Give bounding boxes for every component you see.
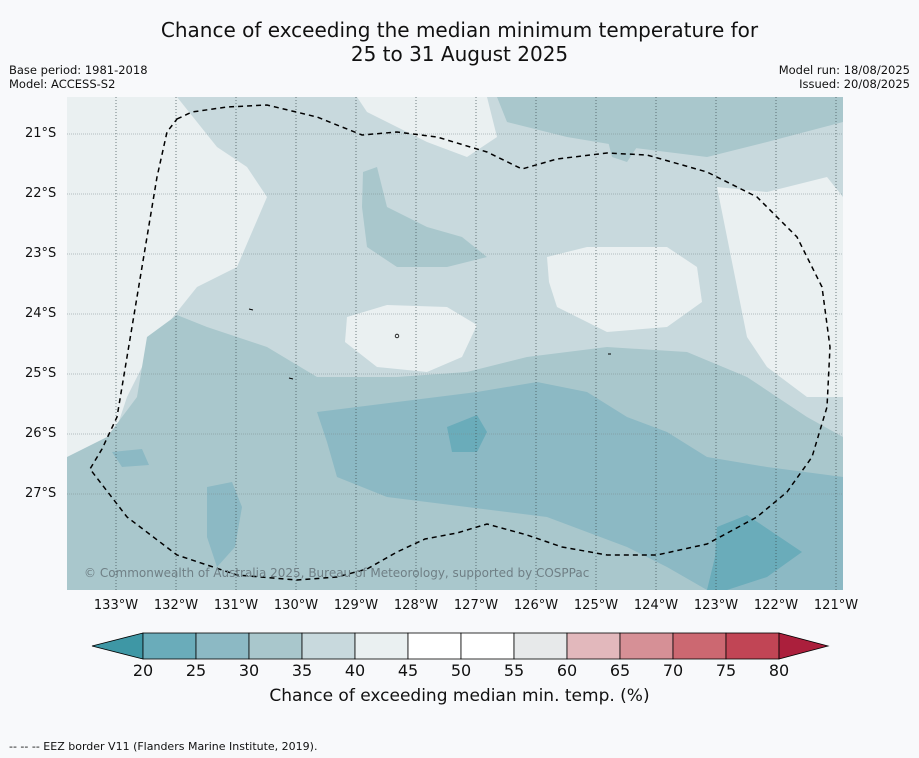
colorbar-tick-20: 20 [132,661,154,680]
lon-label-133w: 133°W [93,598,139,613]
eez-border [89,104,831,581]
lat-label-25s: 25°S [25,366,57,381]
eez-legend-footer: -- -- -- EEZ border V11 (Flanders Marine… [9,740,318,753]
colorbar-25-30 [195,632,250,660]
band-30-35-small-patch [607,132,637,162]
colorbar-tick-75: 75 [715,661,737,680]
colorbar-tick-80: 80 [768,661,790,680]
colorbar-extend-high [778,632,830,660]
lat-label-23s: 23°S [25,246,57,261]
lon-label-130w: 130°W [273,598,319,613]
colorbar-20-25 [142,632,197,660]
left-metadata: Base period: 1981-2018 Model: ACCESS-S2 [9,63,148,91]
island-mark-2 [288,377,294,380]
lat-label-24s: 24°S [25,306,57,321]
colorbar-tick-30: 30 [238,661,260,680]
band-20-25-southeast [707,515,802,590]
longitude-gridlines [115,97,837,590]
colorbar-tick-45: 45 [397,661,419,680]
colorbar-tick-40: 40 [344,661,366,680]
band-40-45-small-nw [109,145,133,163]
band-40-45-west [67,97,267,457]
base-period-text: Base period: 1981-2018 [9,63,148,77]
colorbar-tick-50: 50 [450,661,472,680]
band-40-45-east [717,177,843,397]
lon-label-124w: 124°W [633,598,679,613]
colorbar-title: Chance of exceeding median min. temp. (%… [269,686,650,706]
band-40-45-north [357,97,497,157]
colorbar-30-35 [248,632,303,660]
colorbar-tick-70: 70 [662,661,684,680]
band-40-45-centre-left [345,305,477,372]
colorbar-60-65 [566,632,621,660]
band-20-25-centre [447,415,487,452]
band-25-30-southwest [207,482,242,567]
band-30-35-north [497,97,843,157]
lon-label-129w: 129°W [333,598,379,613]
colorbar-50-55 [460,632,515,660]
lat-label-27s: 27°S [25,486,57,501]
lon-label-123w: 123°W [693,598,739,613]
colorbar-75-80 [725,632,780,660]
colorbar-tick-65: 65 [609,661,631,680]
lon-label-131w: 131°W [213,598,259,613]
issued-text: Issued: 20/08/2025 [799,77,910,91]
lon-label-122w: 122°W [753,598,799,613]
lon-label-128w: 128°W [393,598,439,613]
colorbar-55-60 [513,632,568,660]
colorbar-65-70 [619,632,674,660]
lat-label-22s: 22°S [25,186,57,201]
model-run-text: Model run: 18/08/2025 [778,63,910,77]
colorbar-tick-60: 60 [556,661,578,680]
band-25-30-west-small [112,449,149,467]
band-40-45-central [547,247,702,332]
probability-map [67,97,843,590]
colorbar-45-50 [407,632,462,660]
colorbar-tick-55: 55 [503,661,525,680]
map-title-line2: 25 to 31 August 2025 [350,42,569,66]
island-mark-4 [394,333,400,339]
colorbar-40-45 [354,632,409,660]
lon-label-121w: 121°W [813,598,859,613]
lat-label-21s: 21°S [25,126,57,141]
colorbar-tick-25: 25 [185,661,207,680]
lon-label-132w: 132°W [153,598,199,613]
map-title-line1: Chance of exceeding the median minimum t… [160,18,759,42]
lon-label-126w: 126°W [513,598,559,613]
island-mark-1 [248,308,254,311]
latitude-gridlines [67,133,843,495]
colorbar-tick-35: 35 [291,661,313,680]
lat-label-26s: 26°S [25,426,57,441]
copyright-notice: © Commonwealth of Australia 2025, Bureau… [84,566,590,580]
right-metadata: Model run: 18/08/2025 Issued: 20/08/2025 [779,63,910,91]
lon-label-127w: 127°W [453,598,499,613]
map-title: Chance of exceeding the median minimum t… [0,18,919,66]
colorbar-70-75 [672,632,727,660]
colorbar-extend-low [91,632,144,660]
model-text: Model: ACCESS-S2 [9,77,116,91]
lon-label-125w: 125°W [573,598,619,613]
colorbar-35-40 [301,632,356,660]
band-30-35-inner [362,167,487,267]
colorbar [91,632,830,660]
